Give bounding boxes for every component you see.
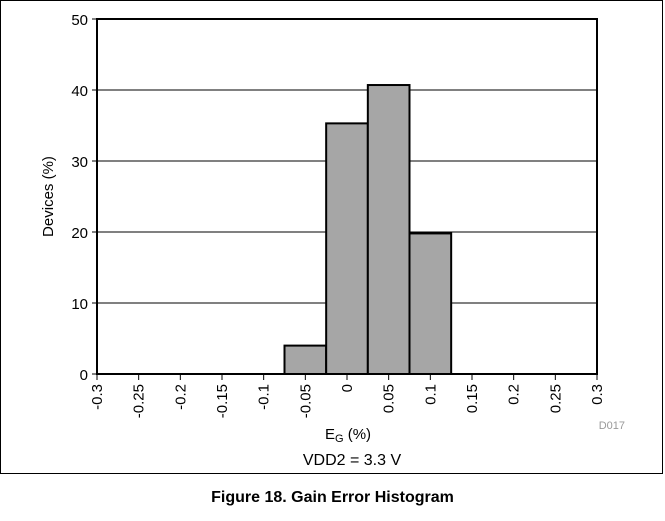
y-tick-label: 20 <box>71 225 88 242</box>
x-tick-label: -0.3 <box>89 384 106 410</box>
histogram-bar <box>283 344 328 376</box>
figure-caption: Figure 18. Gain Error Histogram <box>211 489 454 506</box>
y-ticks: 0 10 20 30 40 50 <box>71 12 97 384</box>
x-tick-label: 0.2 <box>506 384 523 405</box>
histogram-bar <box>325 122 369 376</box>
x-tick-label: 0.25 <box>547 384 564 413</box>
x-axis-label: EG (%) <box>325 426 371 445</box>
x-tick-label: -0.05 <box>297 384 314 418</box>
x-axis-label-unit: (%) <box>344 426 372 443</box>
histogram-bar <box>366 84 411 375</box>
x-axis-label-main: E <box>325 426 335 443</box>
y-tick-label: 30 <box>71 154 88 171</box>
x-tick-label: -0.1 <box>256 384 273 410</box>
x-axis-label-subscript: G <box>335 433 344 445</box>
x-tick-label: 0.3 <box>589 384 606 405</box>
histogram-bar <box>408 232 453 375</box>
x-tick-label: 0 <box>339 384 356 392</box>
x-tick-label: -0.25 <box>131 384 148 418</box>
bars <box>283 84 453 376</box>
y-tick-label: 10 <box>71 296 88 313</box>
x-tick-label: 0.15 <box>464 384 481 413</box>
x-tick-label: 0.05 <box>381 384 398 413</box>
x-ticks: -0.3 -0.25 -0.2 -0.15 -0.1 -0.05 0 0.05 0.1 0.15 0… <box>89 374 606 418</box>
x-tick-label: -0.15 <box>214 384 231 418</box>
y-tick-label: 0 <box>80 367 88 384</box>
x-tick-label: -0.2 <box>172 384 189 410</box>
y-tick-label: 50 <box>71 12 88 29</box>
condition-label: VDD2 = 3.3 V <box>303 452 402 469</box>
x-tick-label: 0.1 <box>422 384 439 405</box>
y-tick-label: 40 <box>71 83 88 100</box>
histogram-chart: 0 10 20 30 40 50 -0.3 -0.25 -0.2 -0.15 -0.1 -0.05 0… <box>40 12 625 469</box>
figure-frame: 0 10 20 30 40 50 -0.3 -0.25 -0.2 -0.15 -0.1 -0.05 0… <box>0 0 663 474</box>
figure-id: D017 <box>599 420 625 432</box>
y-axis-label: Devices (%) <box>40 156 57 237</box>
